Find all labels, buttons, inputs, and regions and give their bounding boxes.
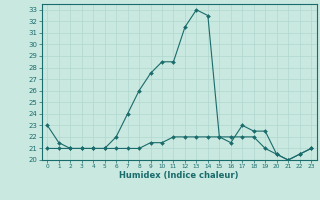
X-axis label: Humidex (Indice chaleur): Humidex (Indice chaleur) [119, 171, 239, 180]
